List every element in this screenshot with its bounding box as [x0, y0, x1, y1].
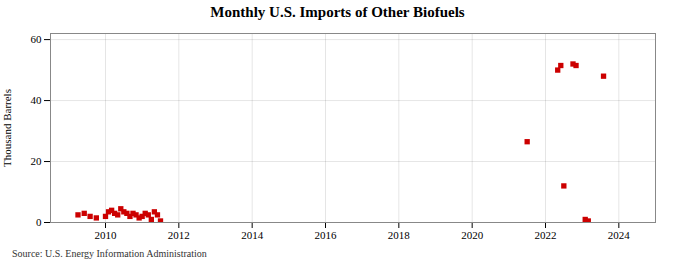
svg-text:2012: 2012	[168, 229, 190, 241]
svg-text:2024: 2024	[608, 229, 631, 241]
svg-text:2016: 2016	[315, 229, 338, 241]
svg-text:2022: 2022	[535, 229, 557, 241]
svg-text:60: 60	[31, 33, 43, 45]
svg-text:20: 20	[31, 155, 43, 167]
svg-text:2020: 2020	[461, 229, 484, 241]
svg-text:2014: 2014	[241, 229, 264, 241]
svg-text:2010: 2010	[95, 229, 118, 241]
svg-text:40: 40	[31, 94, 43, 106]
html-text:Source: U.S. Energy Informatio: Source: U.S. Energy Information Administ…	[12, 248, 207, 259]
html-text:Monthly U.S. Imports of Other: Monthly U.S. Imports of Other Biofuels	[210, 4, 465, 20]
svg-text:0: 0	[36, 216, 42, 228]
svg-text:Thousand Barrels: Thousand Barrels	[1, 89, 13, 167]
svg-text:2018: 2018	[388, 229, 411, 241]
